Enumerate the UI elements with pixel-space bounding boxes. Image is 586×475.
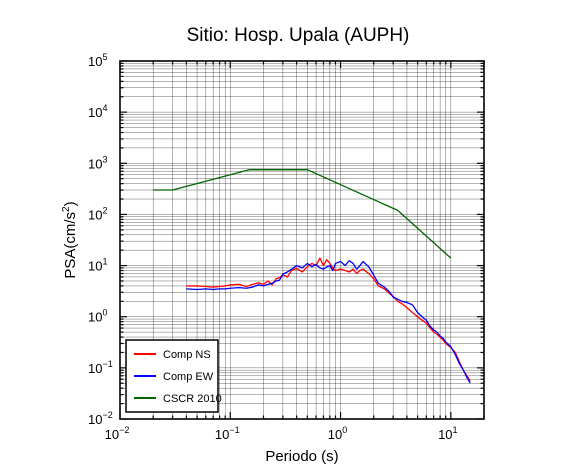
x-axis-label: Periodo (s) (265, 448, 338, 465)
y-tick-label-base: 10 (88, 412, 102, 427)
legend-label: Comp NS (163, 349, 211, 361)
x-tick-label-exponent: 1 (453, 425, 458, 435)
y-tick-label: 102 (88, 205, 107, 222)
chart-title: Sitio: Hosp. Upala (AUPH) (187, 25, 410, 46)
x-tick-label: 101 (438, 425, 457, 442)
x-tick-label-exponent: −2 (119, 425, 129, 435)
y-tick-label-exponent: 0 (102, 308, 107, 318)
x-tick-label: 100 (328, 425, 347, 442)
legend: Comp NS Comp EW CSCR 2010 (125, 339, 222, 413)
x-axis-tick-labels: 10−2 10−1 100 101 (105, 425, 458, 442)
y-tick-label: 103 (88, 154, 107, 171)
series-lines (153, 169, 471, 384)
y-tick-label-base: 10 (88, 207, 102, 222)
y-tick-label-exponent: 3 (102, 154, 107, 164)
y-axis-label-main: PSA(cm/s (62, 212, 79, 279)
x-tick-label-exponent: 0 (342, 425, 347, 435)
y-axis-label-exponent: 2 (61, 206, 72, 212)
y-tick-label-exponent: −1 (102, 359, 112, 369)
y-axis-label: PSA(cm/s2) (61, 201, 79, 278)
y-tick-label-exponent: 2 (102, 205, 107, 215)
y-tick-label-exponent: −2 (102, 410, 112, 420)
x-tick-label: 10−2 (105, 425, 130, 442)
legend-label: Comp EW (163, 371, 214, 383)
y-tick-label: 105 (88, 52, 107, 69)
series-line-comp-ns (186, 257, 471, 382)
y-tick-label-exponent: 5 (102, 52, 107, 62)
series-line-comp-ew (186, 259, 471, 384)
y-tick-label-base: 10 (88, 310, 102, 325)
y-tick-label: 101 (88, 257, 107, 274)
y-tick-label: 10−1 (88, 359, 113, 376)
y-tick-label: 10−2 (88, 410, 113, 427)
x-tick-label-base: 10 (105, 427, 119, 442)
y-tick-label-exponent: 1 (102, 257, 107, 267)
y-tick-label-exponent: 4 (102, 103, 107, 113)
x-tick-label-base: 10 (438, 427, 452, 442)
y-tick-label-base: 10 (88, 259, 102, 274)
y-tick-label-base: 10 (88, 361, 102, 376)
x-tick-label-base: 10 (215, 427, 229, 442)
y-tick-label: 104 (88, 103, 107, 120)
plot-frame (119, 60, 485, 420)
x-tick-label-exponent: −1 (229, 425, 239, 435)
x-tick-label-base: 10 (328, 427, 342, 442)
tick-marks (119, 60, 485, 420)
y-axis-label-close: ) (62, 201, 79, 206)
legend-label: CSCR 2010 (163, 393, 222, 405)
y-tick-label-base: 10 (88, 105, 102, 120)
grid (119, 60, 485, 420)
y-tick-label-base: 10 (88, 156, 102, 171)
x-tick-label: 10−1 (215, 425, 240, 442)
y-tick-label-base: 10 (88, 54, 102, 69)
series-line-cscr-2010 (153, 169, 452, 259)
y-tick-label: 100 (88, 308, 107, 325)
